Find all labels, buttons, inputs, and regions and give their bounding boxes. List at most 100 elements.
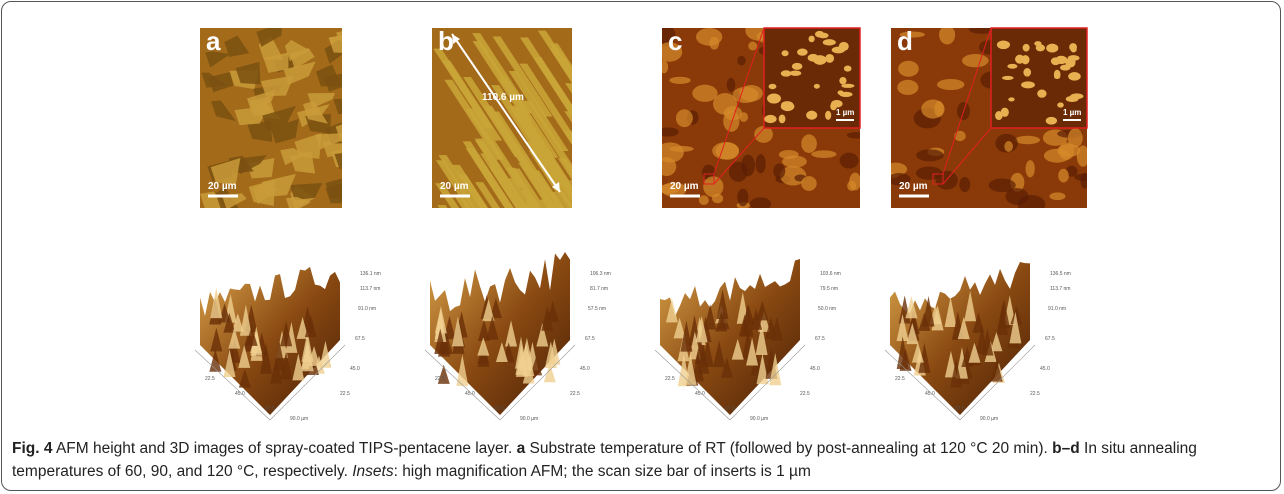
surface-peak: [210, 287, 223, 319]
axis-label: 67.5: [815, 336, 825, 342]
surface-peak: [756, 300, 769, 321]
crystal: [224, 35, 250, 58]
surface-peak: [742, 304, 755, 325]
axis-label: 90.0 µm: [980, 416, 998, 422]
inset-grain: [813, 55, 827, 65]
crystal: [210, 157, 241, 186]
surface-peak: [273, 341, 286, 371]
axis-label: 45.0: [810, 366, 820, 372]
axis-label: 67.5: [355, 336, 365, 342]
grain: [732, 86, 759, 104]
axis-label: 45.0: [465, 391, 475, 397]
inset-grain: [1007, 63, 1018, 69]
surface-peak: [750, 308, 763, 330]
surface-peak: [434, 328, 447, 355]
axis-label: 67.5: [585, 336, 595, 342]
axis-label: 45.0: [235, 391, 245, 397]
inset-grain: [825, 110, 832, 120]
grain: [968, 28, 995, 34]
grain: [839, 152, 859, 169]
grain: [1067, 128, 1083, 148]
axis-label: 45.0: [925, 391, 935, 397]
crystal: [334, 153, 342, 169]
crystal: [270, 118, 299, 144]
inset-grain: [838, 41, 849, 51]
inset-grain: [1037, 89, 1047, 98]
crystal: [444, 79, 505, 160]
crystal: [498, 77, 559, 158]
surface-peak: [981, 328, 994, 356]
surface-peak: [911, 342, 924, 363]
surface-peak: [695, 315, 708, 343]
scale-bar-label: 20 µm: [208, 181, 237, 192]
grain: [1049, 192, 1066, 201]
axis-label: 67.5: [955, 406, 965, 412]
panel-label: b: [438, 26, 454, 56]
crystal: [490, 111, 551, 192]
inset-grain: [781, 50, 789, 57]
grain: [1058, 168, 1069, 183]
surface-peak: [950, 358, 963, 388]
grain: [778, 150, 799, 159]
surface-peak: [477, 337, 490, 356]
inset-grain: [1000, 107, 1009, 117]
surface-peak: [899, 348, 912, 371]
grain: [698, 195, 709, 206]
grain: [723, 110, 740, 132]
surface-peak: [477, 347, 490, 367]
inset-grain: [1060, 64, 1071, 71]
surface-peak: [280, 321, 293, 347]
surface-peak: [680, 320, 693, 352]
grain: [703, 176, 724, 198]
crystal: [290, 151, 316, 174]
surface-peak: [716, 289, 729, 320]
crystal: [285, 196, 311, 208]
arrow-label: 110.6 µm: [482, 92, 524, 103]
axis-label: 90.0 µm: [520, 416, 538, 422]
crystal: [289, 182, 323, 200]
crystal: [325, 178, 342, 199]
surface-peak: [489, 298, 502, 319]
surface-peak: [931, 304, 944, 331]
inset-grain: [813, 83, 820, 89]
axis-label: 67.5: [1045, 336, 1055, 342]
axis-line: [499, 344, 576, 421]
surface-peak: [691, 352, 704, 382]
grain: [915, 166, 943, 180]
crystal: [248, 179, 275, 206]
crystal: [328, 35, 342, 53]
grain: [675, 109, 693, 128]
grain: [891, 173, 911, 186]
inset-grain: [791, 62, 803, 70]
crystal: [465, 147, 513, 208]
surface-peak: [918, 342, 931, 373]
surface-peak: [746, 337, 759, 366]
surface-peak: [301, 331, 314, 362]
surface-peak: [238, 369, 251, 388]
surface-peak: [292, 353, 305, 381]
surface-peak: [536, 323, 549, 347]
surface-peak: [228, 327, 241, 349]
surface-peak: [304, 314, 317, 338]
crystal: [522, 100, 572, 177]
axis-line: [959, 344, 1036, 421]
surface-peak: [280, 351, 293, 380]
axis-label: 22.5: [800, 391, 810, 397]
surface-peak: [495, 342, 508, 363]
crystal: [518, 162, 556, 208]
surface-peak: [1009, 311, 1022, 344]
axis-label: 113.7 nm: [1050, 286, 1070, 292]
surface-peak: [713, 340, 726, 368]
axis-label: 67.5: [725, 406, 735, 412]
afm-image: [432, 28, 572, 208]
crystal: [565, 83, 572, 94]
crystal: [563, 130, 572, 145]
crystal: [433, 48, 494, 129]
part-label: Insets: [352, 463, 394, 480]
axis-label: 113.7 nm: [360, 286, 380, 292]
grain: [1080, 172, 1087, 189]
inset-grain: [995, 111, 1003, 121]
surface-peak: [319, 340, 332, 368]
surface-peak: [541, 305, 554, 331]
axis-label: 79.5 nm: [820, 286, 838, 292]
